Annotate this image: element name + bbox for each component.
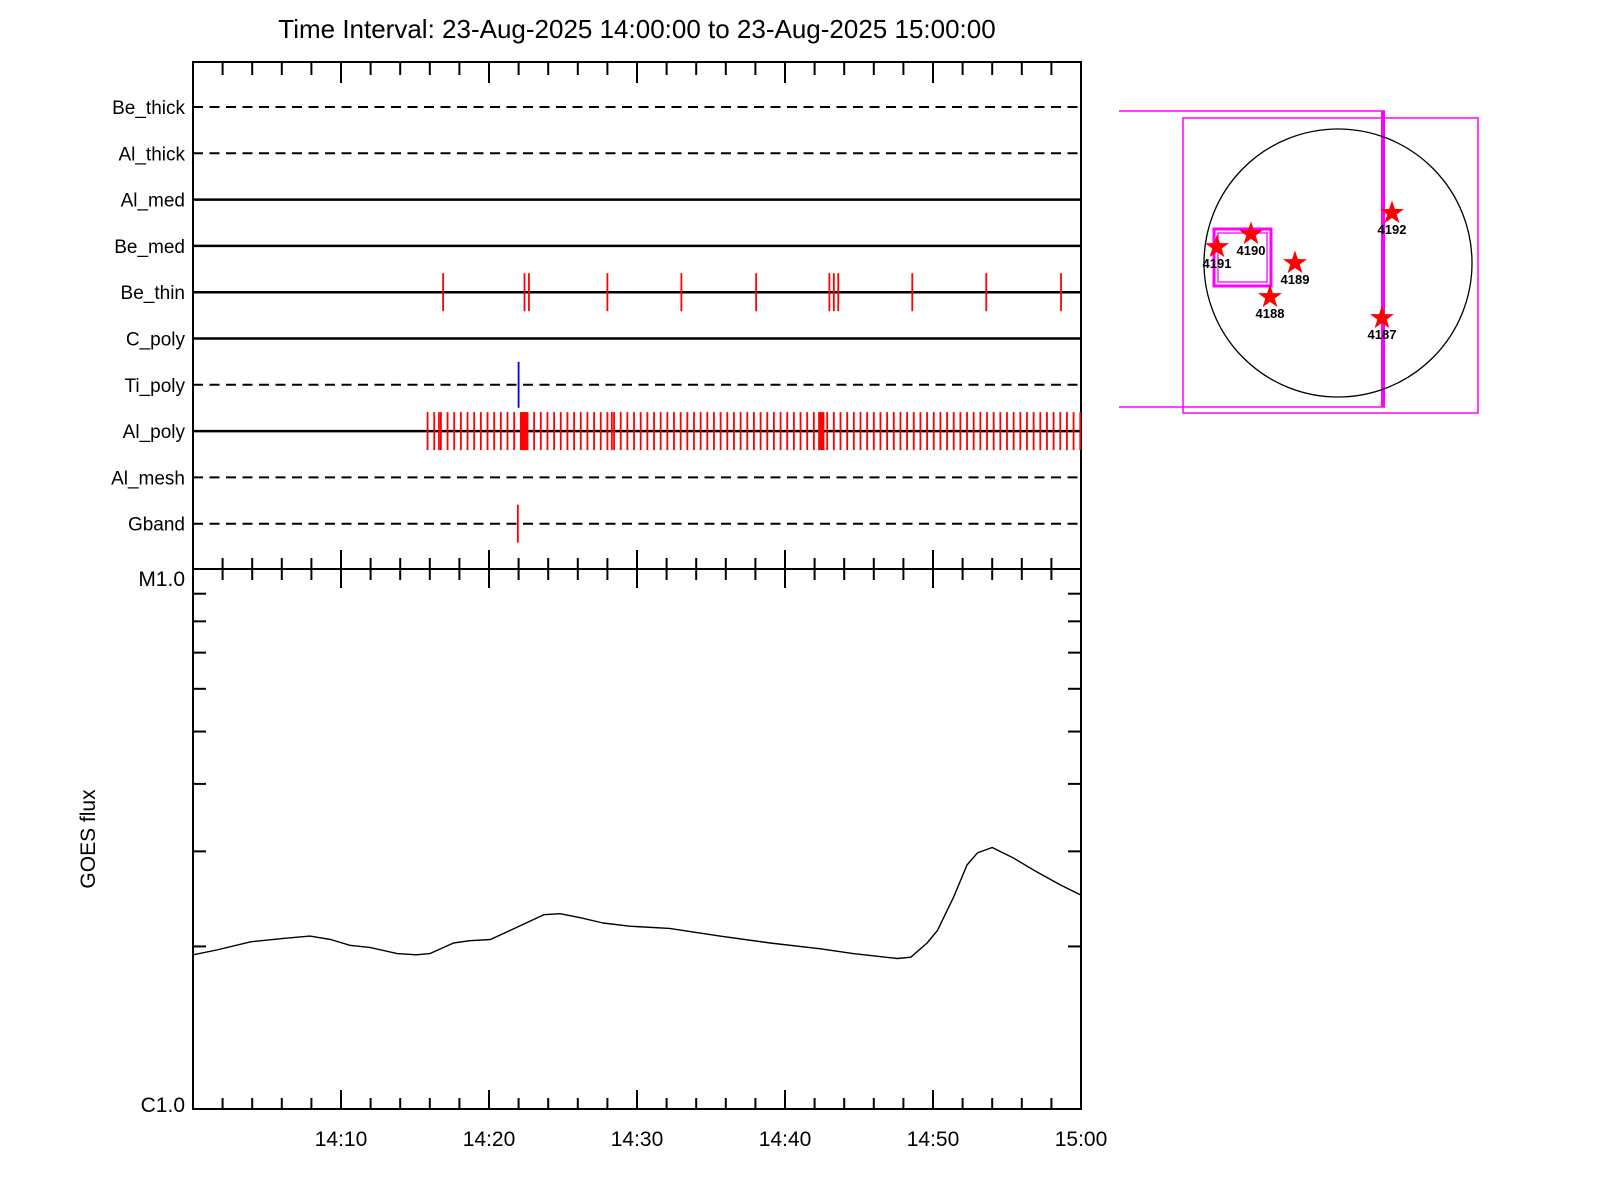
fov-square-inner [1217, 232, 1268, 283]
chart-title: Time Interval: 23-Aug-2025 14:00:00 to 2… [278, 14, 996, 44]
ar-star-4191 [1204, 234, 1230, 258]
ar-star-4187 [1369, 305, 1395, 329]
ar-label-4190: 4190 [1237, 243, 1266, 258]
y-label-top: M1.0 [138, 568, 185, 591]
row-label-be_med: Be_med [114, 237, 185, 258]
x-tick-label: 14:20 [463, 1128, 516, 1151]
ar-label-4191: 4191 [1203, 256, 1232, 271]
ar-star-4189 [1282, 250, 1308, 274]
y-label-bottom: C1.0 [141, 1094, 185, 1117]
ar-label-4189: 4189 [1281, 272, 1310, 287]
row-label-ti_poly: Ti_poly [124, 376, 185, 397]
row-label-gband: Gband [128, 515, 185, 536]
ar-label-4188: 4188 [1256, 306, 1285, 321]
row-label-al_thick: Al_thick [118, 144, 185, 165]
x-tick-label: 14:10 [315, 1128, 368, 1151]
row-label-al_poly: Al_poly [123, 422, 186, 443]
ar-star-4190 [1238, 221, 1264, 245]
row-label-al_mesh: Al_mesh [111, 468, 185, 489]
goes-panel-frame [192, 568, 1082, 1110]
row-label-be_thin: Be_thin [121, 283, 185, 304]
x-tick-label: 14:50 [907, 1128, 960, 1151]
ar-label-4187: 4187 [1368, 327, 1397, 342]
goes-axis-title: GOES flux [77, 789, 100, 889]
sun-limb-circle [1203, 128, 1473, 398]
x-tick-label: 14:30 [611, 1128, 664, 1151]
row-label-be_thick: Be_thick [112, 98, 185, 119]
x-tick-label: 14:40 [759, 1128, 812, 1151]
ar-star-4192 [1379, 200, 1405, 224]
row-label-c_poly: C_poly [126, 330, 186, 351]
x-tick-label: 15:00 [1055, 1128, 1108, 1151]
fov-square-outer [1212, 227, 1273, 288]
ar-label-4192: 4192 [1378, 222, 1407, 237]
row-label-al_med: Al_med [121, 191, 185, 212]
filter-panel-frame [192, 61, 1082, 570]
goes-flux-curve [192, 846, 1082, 960]
fov-rect [1182, 117, 1479, 414]
ar-star-4188 [1257, 284, 1283, 308]
